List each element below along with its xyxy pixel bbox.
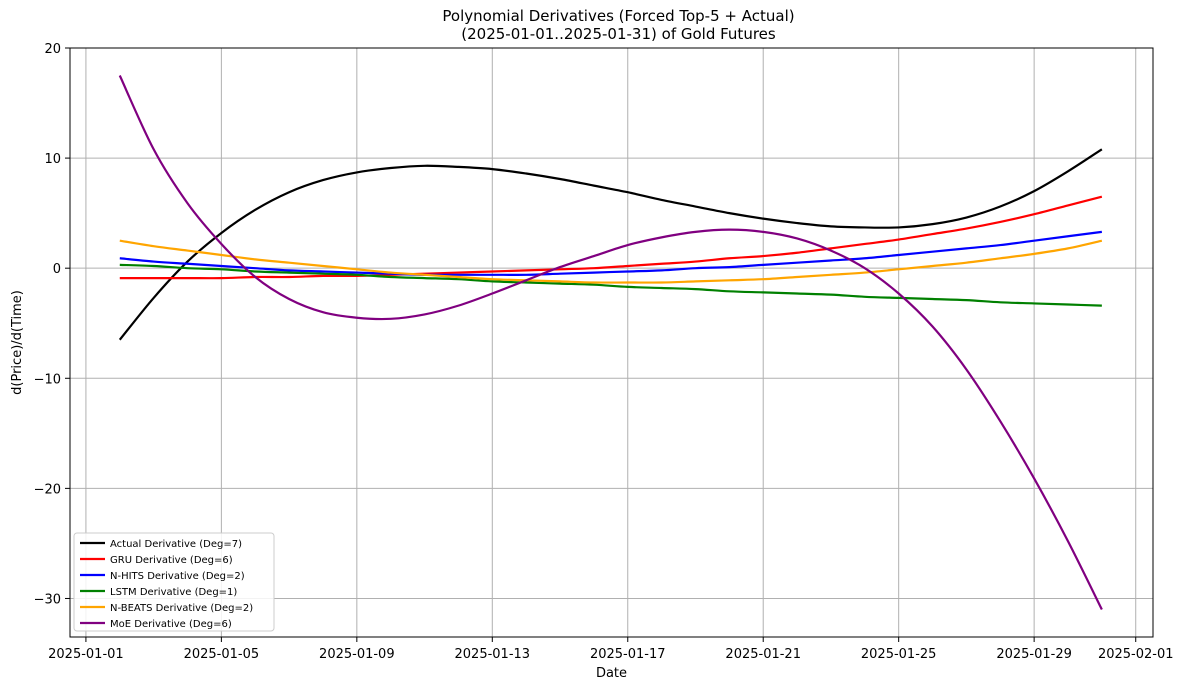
chart-subtitle: (2025-01-01..2025-01-31) of Gold Futures [461,25,776,43]
y-tick-label: −20 [34,482,61,497]
legend-label: N-HITS Derivative (Deg=2) [110,571,245,582]
legend-box [73,532,275,632]
x-tick-label: 2025-01-21 [725,647,801,662]
y-axis-label: d(Price)/d(Time) [10,290,25,395]
axis-ticks: 2025-01-01 2025-01-05 2025-01-09 2025-01-13… [34,42,1174,662]
x-tick-label: 2025-01-25 [861,647,937,662]
x-tick-label: 2025-01-17 [590,647,666,662]
x-tick-label: 2025-02-01 [1098,647,1174,662]
series-line-4 [119,239,1103,284]
x-tick-label: 2025-01-01 [48,647,124,662]
legend-label: Actual Derivative (Deg=7) [110,539,242,550]
y-tick-label: 20 [44,42,61,57]
y-tick-label: 0 [53,262,61,277]
y-tick-label: 10 [44,152,61,167]
series-line-3 [119,263,1102,307]
x-tick-label: 2025-01-09 [319,647,395,662]
series-line-5 [118,75,1103,610]
x-tick-label: 2025-01-29 [996,647,1072,662]
series-line-0 [118,148,1103,341]
series-line-2 [119,230,1103,276]
y-tick-label: −30 [34,592,61,607]
x-tick-label: 2025-01-13 [455,647,531,662]
series-line-1 [119,195,1103,280]
legend-label: MoE Derivative (Deg=6) [110,619,232,630]
series-lines [118,75,1103,610]
legend-label: N-BEATS Derivative (Deg=2) [110,603,253,614]
x-tick-label: 2025-01-05 [184,647,260,662]
plot-area-frame [69,47,1154,638]
legend: Actual Derivative (Deg=7) GRU Derivative … [73,532,275,632]
legend-label: GRU Derivative (Deg=6) [110,555,233,566]
legend-label: LSTM Derivative (Deg=1) [110,587,237,598]
x-axis-label: Date [596,666,627,681]
y-tick-label: −10 [34,372,61,387]
chart-title: Polynomial Derivatives (Forced Top-5 + A… [442,7,795,25]
